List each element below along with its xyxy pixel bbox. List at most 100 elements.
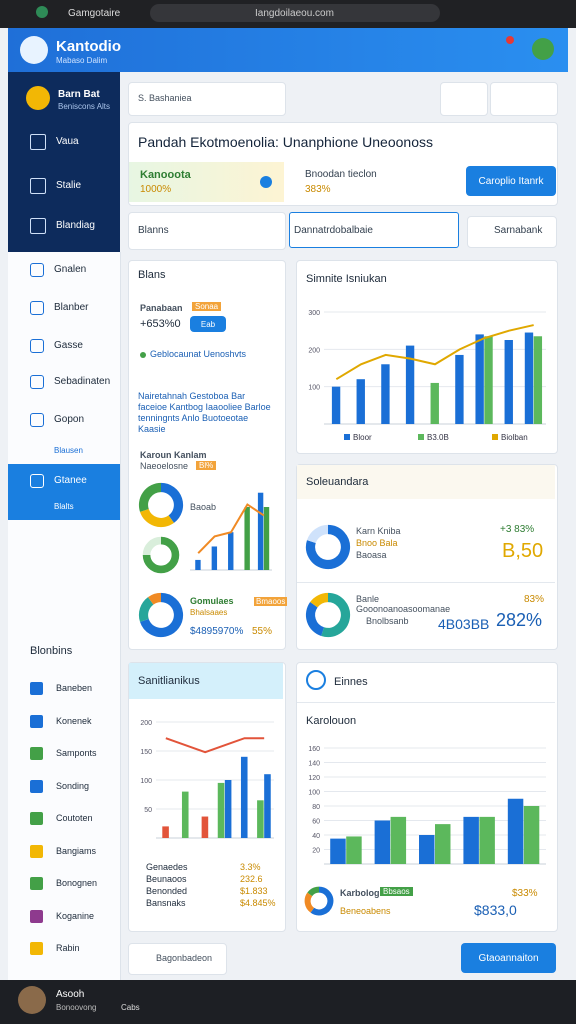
- link-icon: [30, 877, 43, 890]
- menu-item[interactable]: Gnalen: [54, 264, 87, 275]
- sidebar: [8, 252, 121, 980]
- row-name: Karn Kniba: [356, 526, 401, 536]
- nav-icon: [30, 134, 46, 150]
- sub: Beneoabens: [340, 906, 391, 916]
- donut-segment: [305, 602, 325, 636]
- donut-segment: [138, 597, 154, 622]
- y-tick-label: 80: [312, 804, 320, 811]
- donut-chart: [142, 536, 180, 574]
- icon-button[interactable]: [440, 82, 488, 116]
- bar: [240, 756, 248, 838]
- menu-item[interactable]: Sebadinaten: [54, 376, 111, 387]
- bar: [264, 774, 271, 838]
- bar: [224, 780, 232, 838]
- stat-value: 232.6: [240, 874, 263, 884]
- kpi2-value: 383%: [305, 184, 331, 195]
- line: [197, 503, 265, 554]
- nav-item[interactable]: Blandiag: [56, 220, 95, 231]
- link-item[interactable]: Samponts: [56, 748, 97, 758]
- link-icon: [30, 844, 43, 858]
- card-title: Einnes: [334, 676, 368, 688]
- badge: Bbsaos: [380, 887, 413, 896]
- menu-item[interactable]: Blausen: [54, 446, 83, 455]
- y-tick-label: 100: [308, 790, 320, 797]
- menu-icon: [30, 301, 44, 315]
- icon-group[interactable]: [490, 82, 558, 116]
- menu-item[interactable]: Blalts: [54, 502, 74, 511]
- input-text: Dannatrdobalbaie: [294, 225, 373, 236]
- brand: Kantodio: [56, 38, 121, 55]
- donut-segment: [138, 482, 162, 512]
- notification-badge: [506, 36, 514, 44]
- bottom-bar: [0, 980, 576, 1024]
- donut-chart: [138, 592, 184, 638]
- donut-segment: [304, 892, 315, 913]
- link-icon: [30, 909, 43, 923]
- bar: [463, 816, 479, 864]
- label: Karbolog: [340, 888, 380, 898]
- link-icon: [30, 682, 43, 695]
- search-button-text: Sarnabank: [494, 225, 543, 236]
- donut-segment: [307, 886, 320, 897]
- avatar[interactable]: [532, 38, 554, 60]
- small-button[interactable]: Eab: [190, 316, 226, 332]
- tab-title[interactable]: Gamgotaire: [68, 8, 121, 19]
- app-header: [8, 28, 568, 72]
- action-button[interactable]: Gtaoannaiton: [461, 943, 556, 973]
- search-button[interactable]: [128, 943, 227, 975]
- row-value: B,50: [502, 540, 544, 562]
- link-item[interactable]: Coutoten: [56, 813, 93, 823]
- link-item[interactable]: Bonognen: [56, 878, 98, 888]
- y-tick-label: 100: [308, 385, 320, 392]
- card-title: Sanitlianikus: [138, 675, 200, 687]
- bar: [201, 816, 209, 838]
- link-item[interactable]: Rabin: [56, 943, 80, 953]
- search-placeholder: S. Bashaniea: [138, 93, 192, 103]
- link-item[interactable]: Bangiams: [56, 845, 97, 856]
- menu-item[interactable]: Blanber: [54, 302, 89, 313]
- bottom-user: Asooh: [56, 989, 85, 1000]
- card-header: [129, 663, 283, 699]
- bar: [228, 532, 234, 570]
- bottom-nav[interactable]: Cabs: [121, 1003, 140, 1012]
- bar: [523, 806, 540, 864]
- user-avatar: [26, 86, 50, 110]
- nav-item[interactable]: Vaua: [56, 136, 79, 147]
- menu-item[interactable]: Gopon: [54, 414, 85, 425]
- link-item[interactable]: Konenek: [56, 715, 92, 726]
- trend-chart: 100 200 300 Bloor B3.0B Biolban: [308, 310, 546, 442]
- nav-item[interactable]: Stalie: [56, 180, 82, 191]
- link-item[interactable]: Sonding: [56, 780, 90, 791]
- search-button[interactable]: [467, 216, 557, 248]
- logo: [20, 36, 48, 64]
- input[interactable]: [289, 212, 459, 248]
- primary-button[interactable]: Caroplio Itanrk: [466, 166, 556, 196]
- note: Nairetahnah Gestoboa Bar faceioe Kantbog…: [138, 391, 271, 434]
- menu-icon: [30, 339, 44, 353]
- bar: [390, 816, 407, 864]
- menu-item[interactable]: Gtanee: [54, 475, 87, 486]
- donut-segment: [142, 536, 180, 574]
- link-item[interactable]: Baneben: [56, 683, 93, 693]
- menu-item[interactable]: Gasse: [54, 340, 83, 351]
- link-icon: [30, 747, 43, 760]
- url-bar[interactable]: [150, 4, 440, 22]
- bottom-avatar: [18, 986, 46, 1014]
- search-box[interactable]: [128, 82, 286, 116]
- bar: [346, 836, 362, 864]
- select[interactable]: [128, 212, 286, 250]
- kpi-label: Kanooota: [140, 169, 191, 181]
- chart-title: Karoun Kanlam: [140, 450, 207, 460]
- link-item[interactable]: Koganine: [56, 910, 95, 921]
- donut-segment: [148, 592, 162, 605]
- donut-segment: [307, 524, 329, 544]
- bar: [257, 492, 264, 570]
- card-title: Soleuandara: [306, 476, 369, 488]
- bar: [263, 507, 270, 570]
- sidebar-active: [8, 464, 120, 520]
- y-tick-label: 200: [140, 720, 152, 727]
- footer-value: $4895970%: [190, 626, 244, 637]
- menu-icon: [30, 413, 44, 427]
- row-pct: 83%: [524, 594, 545, 605]
- stat-label: Beunaoos: [146, 874, 187, 884]
